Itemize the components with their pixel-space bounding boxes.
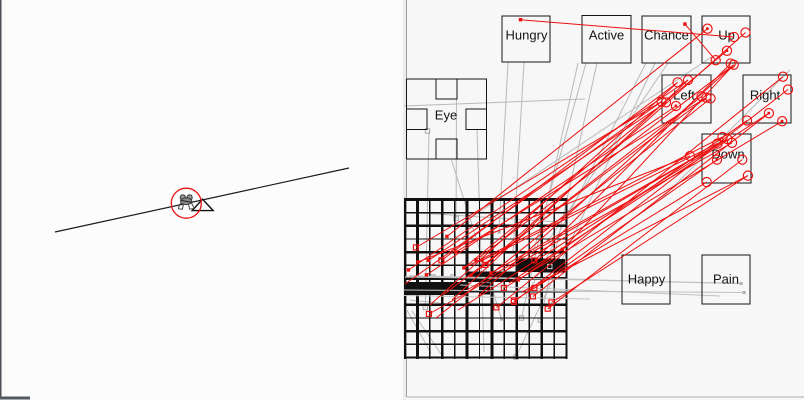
svg-text:Eye: Eye xyxy=(435,108,457,123)
svg-text:Pain: Pain xyxy=(713,272,739,287)
svg-text:Active: Active xyxy=(589,28,624,43)
svg-text:Right: Right xyxy=(750,88,781,103)
svg-text:Happy: Happy xyxy=(628,272,666,287)
svg-text:Hungry: Hungry xyxy=(506,28,548,43)
svg-text:Chance: Chance xyxy=(644,28,689,43)
svg-text:Up: Up xyxy=(718,28,735,43)
svg-text:Left: Left xyxy=(673,88,695,103)
